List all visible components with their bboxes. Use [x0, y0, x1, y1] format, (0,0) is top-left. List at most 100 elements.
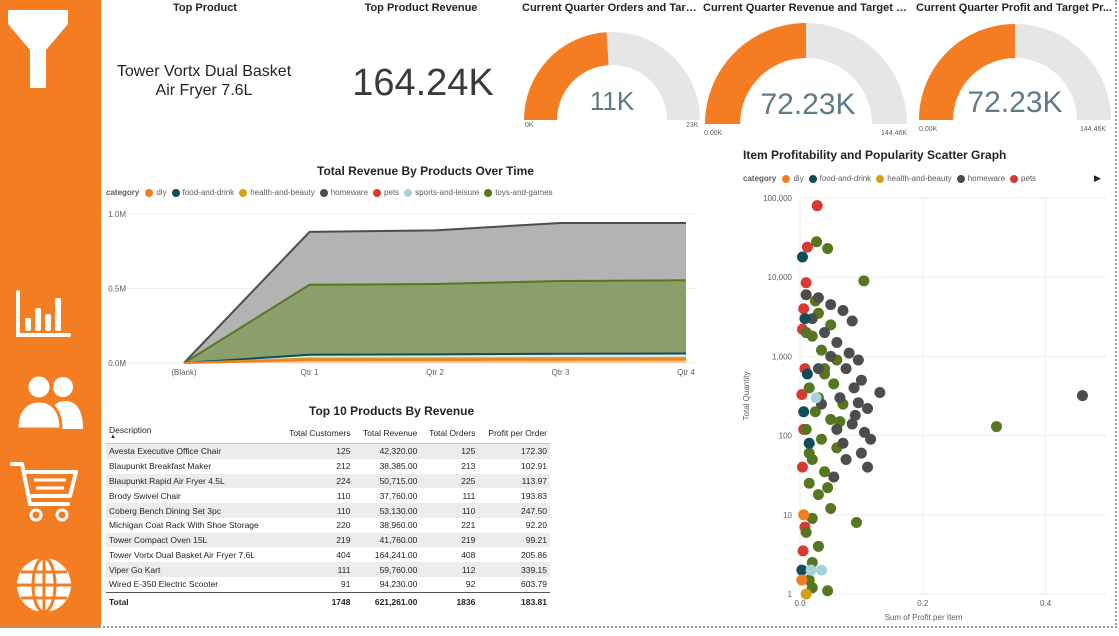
area-line-food-and-drink — [183, 352, 687, 364]
scatter-point-homeware[interactable] — [858, 426, 870, 438]
cart-icon[interactable] — [10, 460, 80, 524]
scatter-point-pets[interactable] — [811, 200, 823, 212]
area-legend-item-health-and-beauty[interactable]: health-and-beauty — [239, 188, 315, 197]
scatter-legend-item-diy[interactable]: diy — [782, 174, 804, 183]
scatter-point-pets[interactable] — [800, 277, 812, 289]
scatter-point-toys-and-games[interactable] — [850, 516, 862, 528]
scatter-point-pets[interactable] — [801, 241, 813, 253]
scatter-point-homeware[interactable] — [852, 354, 864, 366]
scatter-point-homeware[interactable] — [840, 453, 852, 465]
scatter-legend-item-pets[interactable]: pets — [1010, 174, 1036, 183]
scatter-point-toys-and-games[interactable] — [822, 243, 834, 255]
scatter-legend-item-food-and-drink[interactable]: food-and-drink — [808, 174, 871, 183]
scatter-point-homeware[interactable] — [837, 304, 849, 316]
scatter-point-toys-and-games[interactable] — [811, 236, 823, 248]
scatter-point-homeware[interactable] — [849, 409, 861, 421]
scatter-point-homeware[interactable] — [825, 299, 837, 311]
scatter-point-pets[interactable] — [796, 461, 808, 473]
area-legend-item-pets[interactable]: pets — [373, 188, 399, 197]
globe-icon[interactable] — [15, 556, 73, 614]
scatter-point-health-and-beauty[interactable] — [800, 588, 812, 600]
scatter-point-toys-and-games[interactable] — [800, 327, 812, 339]
scatter-point-homeware[interactable] — [862, 402, 874, 414]
scatter-point-homeware[interactable] — [862, 461, 874, 473]
scatter-point-toys-and-games[interactable] — [812, 540, 824, 552]
scatter-point-food-and-drink[interactable] — [798, 406, 810, 418]
scatter-point-toys-and-games[interactable] — [800, 526, 812, 538]
users-icon[interactable] — [15, 373, 85, 431]
scatter-point-toys-and-games[interactable] — [822, 585, 834, 597]
scatter-point-homeware[interactable] — [840, 363, 852, 375]
area-legend-item-diy[interactable]: diy — [145, 188, 167, 197]
scatter-point-pets[interactable] — [797, 545, 809, 557]
scatter-point-homeware[interactable] — [825, 350, 837, 362]
scatter-point-toys-and-games[interactable] — [858, 275, 870, 287]
scatter-point-homeware[interactable] — [831, 423, 843, 435]
scatter-point-toys-and-games[interactable] — [803, 447, 815, 459]
scatter-legend-item-homeware[interactable]: homeware — [956, 174, 1005, 183]
scatter-point-toys-and-games[interactable] — [803, 477, 815, 489]
scatter-point-homeware[interactable] — [855, 447, 867, 459]
scatter-point-homeware[interactable] — [874, 387, 886, 399]
sort-arrow-icon[interactable]: ▲ — [110, 434, 116, 440]
scatter-point-toys-and-games[interactable] — [803, 382, 815, 394]
cell-customers: 219 — [336, 535, 351, 546]
scatter-point-homeware[interactable] — [846, 315, 858, 327]
scatter-point-homeware[interactable] — [852, 397, 864, 409]
scatter-point-toys-and-games[interactable] — [822, 482, 834, 494]
scatter-point-homeware[interactable] — [812, 292, 824, 304]
scatter-point-homeware[interactable] — [837, 437, 849, 449]
scatter-point-toys-and-games[interactable] — [819, 466, 831, 478]
scatter-point-homeware[interactable] — [828, 471, 840, 483]
col-total-orders[interactable]: Total Orders — [429, 427, 476, 438]
scatter-point-toys-and-games[interactable] — [806, 512, 818, 524]
scatter-point-homeware[interactable] — [812, 363, 824, 375]
area-legend-item-homeware[interactable]: homeware — [319, 188, 368, 197]
scatter-point-homeware[interactable] — [834, 392, 846, 404]
area-legend-title: category — [106, 188, 140, 197]
scatter-point-homeware[interactable] — [846, 418, 858, 430]
scatter-point-homeware[interactable] — [819, 327, 831, 339]
area-legend-item-sports-and-leisure[interactable]: sports-and-leisure — [404, 188, 479, 197]
scatter-point-sports-and-leisure[interactable] — [805, 564, 817, 576]
scatter-point-pets[interactable] — [798, 303, 810, 315]
scatter-point-toys-and-games[interactable] — [825, 503, 837, 515]
col-description[interactable]: Description ▲ — [106, 422, 279, 444]
scatter-point-toys-and-games[interactable] — [990, 421, 1002, 433]
scatter-point-food-and-drink[interactable] — [803, 437, 815, 449]
col-profit-per-order[interactable]: Profit per Order — [488, 427, 547, 438]
scatter-point-homeware[interactable] — [848, 382, 860, 394]
scatter-point-toys-and-games[interactable] — [825, 413, 837, 425]
scatter-point-sports-and-leisure[interactable] — [810, 392, 822, 404]
scatter-legend-item-health-and-beauty[interactable]: health-and-beauty — [876, 174, 952, 183]
filter-icon[interactable] — [6, 8, 70, 96]
scatter-point-sports-and-leisure[interactable] — [815, 564, 827, 576]
scatter-point-homeware[interactable] — [800, 289, 812, 301]
scatter-point-toys-and-games[interactable] — [800, 423, 812, 435]
scatter-point-diy[interactable] — [798, 509, 810, 521]
bar-chart-icon[interactable] — [15, 290, 71, 340]
area-series-toys-and-games[interactable] — [184, 280, 686, 363]
scatter-point-food-and-drink[interactable] — [796, 251, 808, 263]
scatter-point-toys-and-games[interactable] — [828, 378, 840, 390]
scatter-point-homeware[interactable] — [831, 336, 843, 348]
scatter-point-food-and-drink[interactable] — [801, 368, 813, 380]
col-total-revenue[interactable]: Total Revenue — [363, 427, 418, 438]
scatter-point-toys-and-games[interactable] — [809, 406, 821, 418]
scatter-point-toys-and-games[interactable] — [815, 433, 827, 445]
scatter-point-homeware[interactable] — [843, 347, 855, 359]
scatter-point-pets[interactable] — [796, 389, 808, 401]
legend-next-arrow-icon[interactable]: ▶ — [1094, 173, 1101, 183]
col-total-customers[interactable]: Total Customers — [289, 427, 351, 438]
area-legend-item-food-and-drink[interactable]: food-and-drink — [171, 188, 234, 197]
scatter-point-toys-and-games[interactable] — [815, 344, 827, 356]
scatter-point-homeware[interactable] — [1076, 390, 1088, 402]
scatter-point-diy[interactable] — [796, 574, 808, 586]
scatter-point-food-and-drink[interactable] — [796, 564, 808, 576]
scatter-point-homeware[interactable] — [855, 374, 867, 386]
scatter-chart-legend: category diy food-and-drink health-and-bea… — [743, 174, 1041, 183]
scatter-point-food-and-drink[interactable] — [799, 313, 811, 325]
scatter-point-toys-and-games[interactable] — [812, 489, 824, 501]
scatter-point-toys-and-games[interactable] — [825, 319, 837, 331]
area-legend-item-toys-and-games[interactable]: toys-and-games — [484, 188, 553, 197]
